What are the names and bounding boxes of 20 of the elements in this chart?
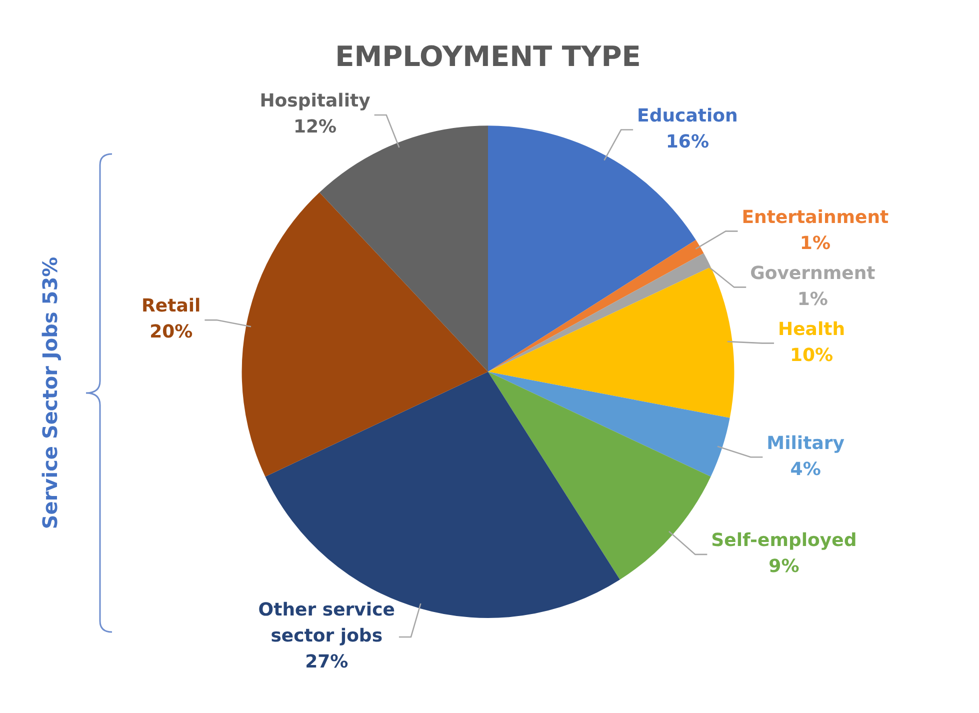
data-label: 4%: [790, 458, 821, 480]
slice-label: Self-employed: [711, 530, 857, 552]
data-label: 9%: [768, 556, 800, 578]
data-label: 27%: [305, 652, 348, 673]
data-label: 12%: [293, 116, 337, 138]
chart-title: EMPLOYMENT TYPE: [335, 40, 641, 74]
data-label: 1%: [800, 232, 830, 254]
slice-label: Other service sector jobs: [258, 600, 395, 647]
data-label: 20%: [150, 322, 193, 343]
slice-label: Military: [766, 432, 845, 454]
slice-label: Retail: [142, 296, 201, 317]
slice-label: Education: [637, 105, 738, 126]
data-label: 10%: [790, 344, 834, 366]
slice-label: Hospitality: [260, 90, 371, 112]
slice-label: Health: [778, 318, 846, 340]
slice-label: Government: [750, 262, 876, 284]
data-label: 16%: [666, 131, 709, 152]
data-label: 1%: [797, 288, 828, 310]
text: Service Sector Jobs 53%: [38, 256, 62, 530]
slice-label: Entertainment: [742, 206, 890, 228]
